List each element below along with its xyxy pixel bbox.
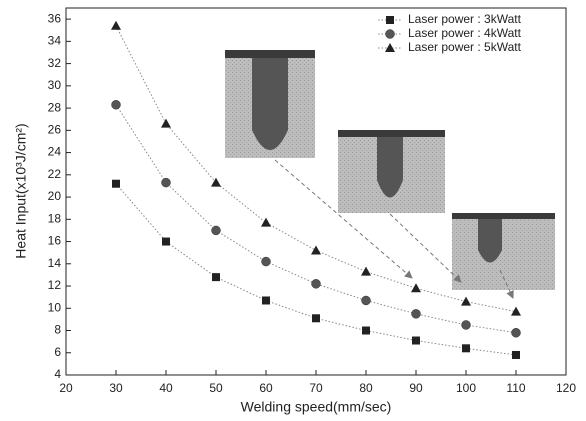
y-tick-label: 34 [48, 34, 62, 48]
marker [111, 100, 121, 110]
legend-text: Laser power : 3kWatt [408, 12, 522, 26]
inset-weld [252, 58, 288, 150]
marker [412, 336, 420, 345]
marker [111, 20, 121, 30]
marker [211, 225, 221, 236]
inset-weld [377, 137, 403, 198]
inset-surface [225, 50, 315, 58]
x-tick-label: 100 [456, 381, 476, 395]
marker [262, 296, 270, 305]
marker [512, 350, 520, 359]
legend-marker [385, 29, 395, 39]
y-tick-label: 24 [48, 145, 62, 159]
marker [211, 177, 221, 187]
legend-text: Laser power : 5kWatt [408, 40, 522, 54]
marker [261, 256, 271, 267]
marker [162, 237, 170, 246]
y-tick-label: 10 [48, 300, 62, 314]
y-tick-label: 20 [48, 189, 62, 203]
y-tick-label: 14 [48, 256, 62, 270]
marker [362, 326, 370, 335]
y-tick-label: 12 [48, 278, 62, 292]
legend-text: Laser power : 4kWatt [408, 26, 522, 40]
y-tick-label: 30 [48, 78, 62, 92]
x-tick-label: 80 [359, 381, 373, 395]
marker [461, 296, 471, 306]
arrow [274, 159, 413, 279]
y-tick-label: 26 [48, 123, 62, 137]
fit-line [115, 104, 517, 334]
x-tick-label: 50 [209, 381, 223, 395]
marker [411, 283, 421, 293]
marker [411, 309, 421, 319]
marker [261, 217, 271, 227]
marker [311, 245, 321, 255]
x-tick-label: 30 [109, 381, 123, 395]
y-tick-label: 32 [48, 56, 62, 70]
y-tick-label: 6 [54, 345, 61, 359]
legend-marker [386, 16, 394, 24]
marker [361, 295, 371, 306]
marker [161, 177, 171, 188]
arrow [389, 213, 462, 283]
arrow [499, 269, 514, 299]
marker [112, 179, 120, 188]
marker [511, 306, 521, 316]
marker [312, 314, 320, 323]
y-tick-label: 22 [48, 167, 62, 181]
x-tick-label: 90 [409, 381, 423, 395]
y-tick-label: 36 [48, 11, 62, 25]
x-tick-label: 20 [59, 381, 73, 395]
inset-images [225, 50, 555, 299]
y-axis-label: Heat Input(x10³J/cm²) [13, 123, 29, 258]
inset-weld [478, 219, 502, 263]
marker [212, 273, 220, 282]
inset-surface [338, 130, 445, 137]
marker [361, 266, 371, 276]
y-tick-label: 28 [48, 100, 62, 114]
y-tick-label: 18 [48, 211, 62, 225]
marker [311, 279, 321, 289]
marker [511, 327, 521, 338]
x-tick-label: 60 [259, 381, 273, 395]
y-tick-label: 16 [48, 234, 62, 248]
y-tick-label: 4 [54, 367, 61, 381]
marker [462, 344, 470, 353]
x-tick-label: 40 [159, 381, 173, 395]
x-tick-label: 70 [309, 381, 323, 395]
x-tick-label: 110 [506, 381, 525, 395]
marker [461, 320, 471, 330]
x-tick-label: 120 [556, 381, 576, 395]
y-tick-label: 8 [54, 323, 61, 337]
marker [161, 118, 171, 128]
inset-surface [452, 213, 555, 219]
legend-marker [385, 43, 395, 52]
x-axis-label: Welding speed(mm/sec) [241, 399, 392, 415]
